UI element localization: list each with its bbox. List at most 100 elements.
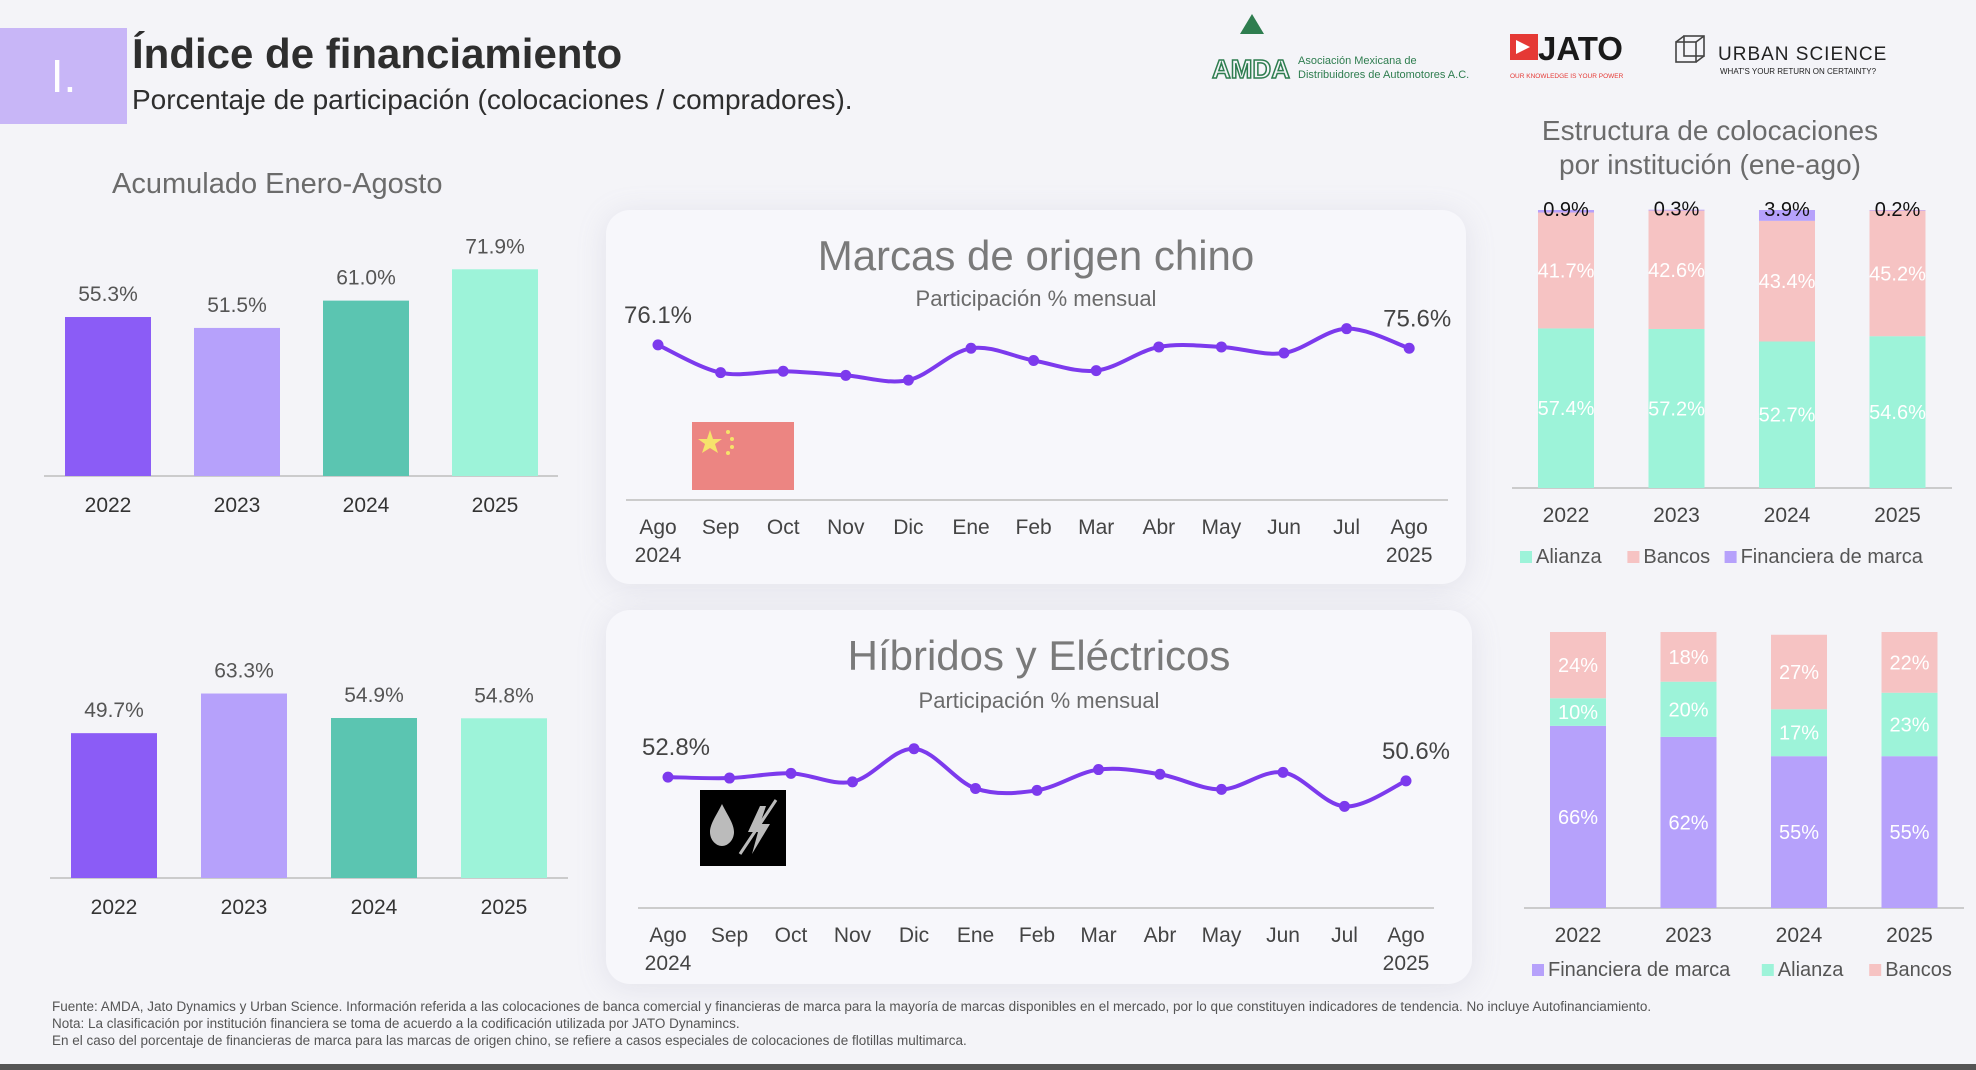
- acumulado-chino-bar-2025: [452, 269, 538, 476]
- urban-tagline: WHAT'S YOUR RETURN ON CERTAINTY?: [1720, 67, 1877, 76]
- hibridos-electricos-tick-6: Feb: [1019, 924, 1055, 947]
- estructura-hibridos-seg-2025-1: [1881, 692, 1938, 757]
- acumulado-chino-value-2023: 51.5%: [207, 294, 267, 317]
- acumulado-hibridos-value-2025: 54.8%: [474, 684, 534, 707]
- estructura-hibridos-label-2025-0: 55%: [1889, 822, 1929, 844]
- estructura-chino-seg-2022-1: [1538, 212, 1594, 329]
- hibridos-electricos-year-0: 2024: [645, 952, 692, 975]
- marcas-chino-point-4: [902, 374, 914, 386]
- hibridos-electricos-point-7: [1093, 764, 1104, 776]
- hibridos-electricos-point-10: [1277, 766, 1289, 778]
- hibridos-electricos-point-0: [662, 771, 674, 783]
- estructura-chino-legend-swatch-2: [1724, 551, 1737, 563]
- estructura-chino-seg-2022-2: [1538, 210, 1594, 213]
- acumulado-chino-value-2022: 55.3%: [78, 283, 138, 306]
- amda-mark-text: AMDA: [1212, 54, 1290, 82]
- estructura-hibridos-tick-2025: 2025: [1886, 924, 1933, 947]
- estructura-chino-label-2024-0: 52.7%: [1759, 405, 1816, 427]
- page-title: Índice de financiamiento: [132, 30, 623, 77]
- estructura-hibridos-seg-2024-2: [1771, 634, 1827, 710]
- estructura-hibridos-legend-0: Financiera de marca: [1548, 959, 1731, 981]
- estructura-chino-seg-2024-1: [1759, 220, 1815, 342]
- right-heading: Estructura de colocaciones por instituci…: [1520, 114, 1900, 182]
- hibridos-electricos-point-11: [1339, 800, 1350, 812]
- estructura-hibridos-seg-2023-1: [1660, 681, 1717, 737]
- hibridos-electricos-tick-5: Ene: [957, 924, 994, 947]
- hybrid-electric-icon: [700, 790, 786, 866]
- hibridos-electricos-tick-2: Oct: [775, 924, 808, 947]
- marcas-chino-card: Marcas de origen chino Participación % m…: [606, 210, 1466, 584]
- marcas-chino-tick-6: Feb: [1016, 516, 1052, 539]
- marcas-chino-tick-9: May: [1202, 516, 1242, 539]
- hibridos-electricos-point-12: [1400, 775, 1412, 787]
- hibridos-electricos-last-label: 50.6%: [1382, 738, 1450, 765]
- estructura-chino-tick-2023: 2023: [1653, 504, 1700, 527]
- estructura-chino-seg-2024-2: [1759, 210, 1815, 221]
- estructura-hibridos-label-2025-1: 23%: [1889, 714, 1929, 736]
- acumulado-hibridos-tick-2022: 2022: [91, 896, 138, 919]
- estructura-hibridos-legend-swatch-2: [1869, 964, 1882, 976]
- hibridos-electricos-tick-1: Sep: [711, 924, 748, 947]
- acumulado-hibridos-tick-2025: 2025: [481, 896, 528, 919]
- estructura-hibridos-seg-2022-0: [1550, 725, 1606, 908]
- estructura-hibridos-label-2022-0: 66%: [1558, 807, 1598, 829]
- acumulado-chino-tick-2024: 2024: [343, 494, 390, 517]
- marcas-chino-chart: Ago 2024 Sep Oct Nov Dic Ene Feb Mar Abr May Jun Jul…: [624, 302, 1451, 567]
- hibridos-chart: Ago 2024 Sep Oct Nov Dic Ene Feb Mar Abr May Jun Jul…: [638, 734, 1450, 975]
- estructura-hibridos-tick-2024: 2024: [1776, 924, 1823, 947]
- page-subtitle: Porcentaje de participación (colocacione…: [132, 84, 853, 115]
- marcas-chino-point-3: [840, 369, 852, 381]
- marcas-chino-point-9: [1215, 341, 1227, 353]
- estructura-hibridos-label-2024-0: 55%: [1779, 822, 1819, 844]
- hibridos-electricos-tick-3: Nov: [834, 924, 872, 947]
- hibridos-electricos-point-3: [847, 776, 858, 788]
- acumulado-chino-chart: 55.3% 2022 51.5% 2023 61.0% 2024 71.9% 2025: [44, 235, 558, 517]
- acumulado-hibridos-bar-2025: [461, 718, 547, 878]
- estructura-chino-label-2023-2: 0.3%: [1654, 199, 1700, 221]
- estructura-chino-tick-2022: 2022: [1543, 504, 1590, 527]
- estructura-hibridos-seg-2025-0: [1881, 756, 1938, 908]
- estructura-hibridos-label-2024-2: 27%: [1779, 662, 1819, 684]
- footnote-china: En el caso del porcentaje de financieras…: [52, 1033, 967, 1048]
- marcas-chino-year-0: 2024: [635, 544, 682, 567]
- hibridos-electricos-tick-12: Ago: [1387, 924, 1424, 947]
- estructura-chino-legend-1: Bancos: [1643, 546, 1710, 568]
- acumulado-hibridos-bar-2022: [71, 733, 157, 878]
- acumulado-hibridos-bar-2024: [331, 718, 417, 878]
- acumulado-chino-bar-2022: [65, 317, 151, 476]
- estructura-hibridos-label-2022-1: 10%: [1558, 702, 1598, 724]
- urban-cube-icon: [1675, 35, 1705, 63]
- china-flag-icon: [692, 422, 794, 490]
- estructura-chino-tick-2024: 2024: [1764, 504, 1811, 527]
- hibridos-electricos-point-6: [1031, 784, 1043, 796]
- hibridos-electricos-tick-10: Jun: [1266, 924, 1300, 947]
- marcas-chino-tick-4: Dic: [893, 516, 923, 539]
- estructura-hibridos-tick-2022: 2022: [1555, 924, 1602, 947]
- acumulado-hibridos-value-2022: 49.7%: [84, 699, 144, 722]
- acumulado-hibridos-bar-2023: [201, 693, 287, 878]
- marcas-chino-tick-7: Mar: [1078, 516, 1114, 539]
- estructura-chino-label-2025-2: 0.2%: [1875, 199, 1921, 221]
- estructura-hibridos-seg-2023-2: [1660, 632, 1717, 682]
- right-heading-line1: Estructura de colocaciones: [1541, 115, 1879, 146]
- footnote-source: Fuente: AMDA, Jato Dynamics y Urban Scie…: [52, 999, 1652, 1014]
- estructura-chino-seg-2023-2: [1648, 209, 1705, 211]
- marcas-chino-point-10: [1278, 347, 1290, 359]
- estructura-chino-legend-swatch-1: [1627, 551, 1640, 563]
- estructura-hibridos-seg-2022-1: [1550, 698, 1606, 726]
- section-badge: I.: [0, 28, 127, 124]
- acumulado-chino-value-2024: 61.0%: [336, 267, 396, 290]
- hibridos-electricos-tick-4: Dic: [899, 924, 929, 947]
- estructura-chino-label-2023-1: 42.6%: [1648, 260, 1705, 282]
- marcas-chino-point-7: [1090, 365, 1102, 377]
- marcas-chino-point-11: [1341, 323, 1353, 335]
- estructura-hibridos-label-2023-0: 62%: [1668, 812, 1708, 834]
- marcas-chino-point-6: [1028, 354, 1040, 366]
- left-heading: Acumulado Enero-Agosto: [112, 168, 443, 200]
- marcas-chino-tick-11: Jul: [1333, 516, 1360, 539]
- hibridos-electricos-point-5: [970, 782, 981, 794]
- estructura-hibridos-seg-2022-2: [1550, 632, 1606, 699]
- marcas-chino-point-8: [1153, 341, 1165, 353]
- amda-mark-icon: AMDA Asociación Mexicana de Distribuidor…: [1211, 14, 1469, 85]
- amda-logo: AMDA Asociación Mexicana de Distribuidor…: [1210, 12, 1470, 85]
